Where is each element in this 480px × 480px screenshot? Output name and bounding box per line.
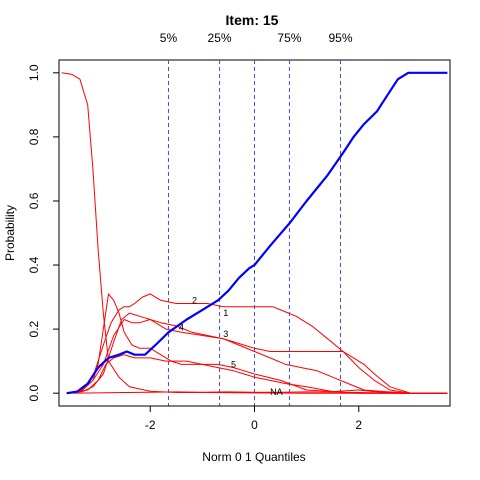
- chart-title: Item: 15: [226, 12, 279, 28]
- series-line-1: [66, 293, 448, 394]
- y-tick-label: 0.4: [27, 256, 41, 273]
- quantile-label: 5%: [160, 31, 178, 45]
- series-labels: 1 2 3 4 5 NA: [179, 295, 283, 397]
- series-label-4: 4: [179, 323, 184, 333]
- x-tick-label: 0: [251, 418, 258, 432]
- x-tick-label: -2: [145, 418, 156, 432]
- quantile-label: 75%: [277, 31, 301, 45]
- series-label-1: 1: [223, 308, 228, 318]
- x-tick-label: 2: [355, 418, 362, 432]
- series-label-na: NA: [270, 387, 283, 397]
- y-tick-label: 1.0: [27, 64, 41, 81]
- y-tick-label: 0.2: [27, 320, 41, 337]
- y-tick-label: 0.6: [27, 192, 41, 209]
- x-axis: -2 0 2: [145, 405, 362, 432]
- series-label-2: 2: [192, 295, 197, 305]
- y-tick-label: 0.8: [27, 128, 41, 145]
- series-line-0: [61, 72, 448, 394]
- quantile-label: 25%: [208, 31, 232, 45]
- series-lines: [61, 71, 448, 395]
- quantile-lines: [167, 60, 342, 406]
- quantile-labels: 5% 25% 75% 95%: [160, 31, 353, 45]
- x-axis-label: Norm 0 1 Quantiles: [202, 450, 305, 464]
- y-axis: 0.0 0.2 0.4 0.6 0.8 1.0: [27, 64, 60, 402]
- series-label-5: 5: [231, 359, 236, 369]
- y-tick-label: 0.0: [27, 385, 41, 402]
- series-label-3: 3: [223, 329, 228, 339]
- series-line-2: [66, 293, 448, 394]
- series-line-5: [66, 354, 448, 394]
- quantile-label: 95%: [329, 31, 353, 45]
- series-line-na: [66, 391, 448, 394]
- series-line-expected: [66, 71, 448, 395]
- series-line-4: [66, 312, 448, 394]
- y-axis-label: Probability: [3, 205, 17, 261]
